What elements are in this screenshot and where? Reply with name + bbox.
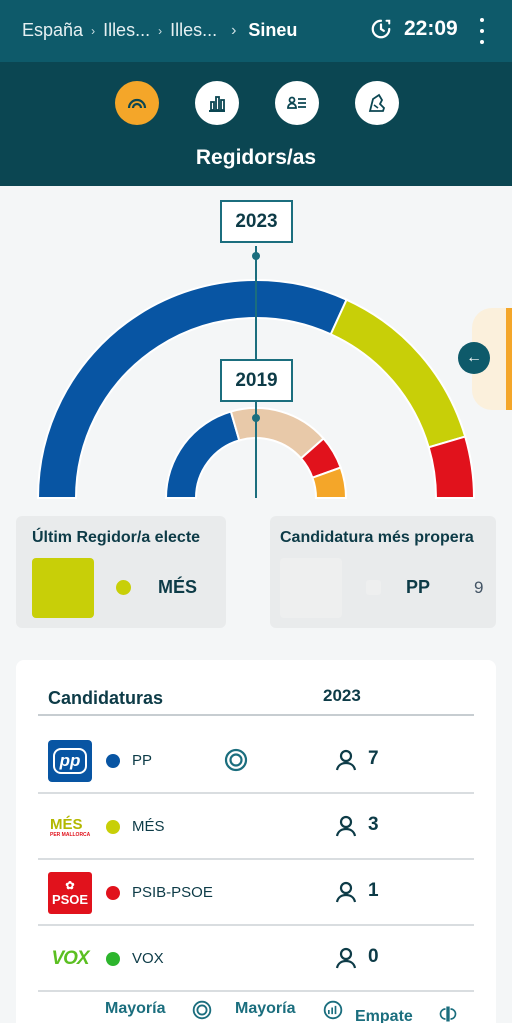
closest-candidacy-logo: [280, 558, 342, 618]
person-icon: [335, 749, 357, 771]
last-elected-title: Últim Regidor/a electe: [32, 529, 201, 546]
closest-candidacy-votes: 9: [474, 578, 484, 597]
person-icon: [335, 815, 357, 837]
psoe-logo-text: PSOE: [51, 892, 89, 907]
center-line-marker: [252, 414, 260, 422]
last-elected-card: Últim Regidor/a electe MÉS: [16, 516, 226, 628]
tie-icon: [439, 1006, 457, 1022]
bar-chart-view-button[interactable]: [195, 81, 239, 125]
candidate-list-icon: [287, 96, 306, 109]
party-name: MÉS: [132, 818, 165, 835]
pp-logo: pp: [48, 740, 92, 782]
refresh-clock-icon: [371, 19, 391, 39]
candidacies-table: Candidaturas 2023 pp PP 7 MÉS PER MALLOR…: [16, 660, 496, 1023]
hemicycle-svg: [36, 246, 476, 499]
more-menu-icon[interactable]: [476, 18, 488, 44]
party-color-dot: [366, 580, 381, 595]
open-drawer-button[interactable]: ←: [458, 342, 490, 374]
year-badge-2023[interactable]: 2023: [220, 200, 293, 243]
majority-icon: [224, 748, 248, 772]
breadcrumb-item-municipality: Sineu: [248, 20, 298, 40]
closest-candidacy-party: PP: [406, 577, 431, 597]
last-update[interactable]: 22:09: [370, 17, 458, 41]
last-elected-party: MÉS: [158, 577, 198, 597]
center-line-marker: [252, 252, 260, 260]
table-row[interactable]: pp PP 7: [38, 728, 474, 794]
last-elected-logo: [32, 558, 94, 618]
seats-count: 7: [368, 748, 379, 769]
vox-logo: VOX: [48, 938, 92, 980]
hemicycle-segment-2019-0[interactable]: [164, 410, 241, 499]
mes-logo-subtext: PER MALLORCA: [50, 831, 91, 838]
update-time: 22:09: [404, 17, 458, 40]
breadcrumb-item-region[interactable]: Illes...: [103, 20, 151, 40]
person-icon: [335, 947, 357, 969]
map-icon: [368, 93, 386, 112]
hemicycle-icon: [127, 98, 147, 109]
party-name: PP: [132, 752, 153, 769]
breadcrumb-separator: ›: [91, 23, 96, 38]
year-badge-2019[interactable]: 2019: [220, 359, 293, 402]
mes-logo: MÉS PER MALLORCA: [48, 806, 92, 848]
mes-logo-text: MÉS: [50, 815, 83, 833]
breadcrumb-separator: ›: [231, 21, 237, 39]
closest-candidacy-card: Candidatura més propera PP 9: [270, 516, 496, 628]
table-header-label: Candidaturas: [48, 688, 164, 708]
hemicycle-segment-2023-1[interactable]: [329, 298, 467, 449]
breadcrumb-separator: ›: [158, 23, 163, 38]
psoe-logo: ✿ PSOE: [48, 872, 92, 914]
table-row[interactable]: MÉS PER MALLORCA MÉS 3: [38, 794, 474, 860]
candidates-view-button[interactable]: [275, 81, 319, 125]
view-switcher: [0, 81, 512, 125]
legend-majority-label: Mayoría: [105, 1000, 166, 1017]
majority-icon: [192, 1000, 212, 1020]
seats-count: 1: [368, 880, 379, 901]
party-color-dot: [106, 820, 120, 834]
table-header-year[interactable]: 2023: [323, 686, 361, 705]
top-bar: España › Illes... › Illes... › Sineu 22:…: [0, 0, 512, 62]
seats-count: 3: [368, 814, 379, 835]
table-row[interactable]: ✿ PSOE PSIB-PSOE 1: [38, 860, 474, 926]
page-title: Regidors/as: [195, 146, 317, 169]
hemicycle-segment-2023-2[interactable]: [427, 435, 476, 499]
legend-tie-label: Empate: [355, 1008, 413, 1023]
closest-candidacy-title: Candidatura més propera: [280, 529, 474, 546]
bar-chart-icon: [209, 96, 225, 112]
divider: [38, 714, 474, 716]
absolute-majority-icon: [323, 1000, 343, 1020]
map-view-button[interactable]: [355, 81, 399, 125]
table-row[interactable]: VOX VOX 0: [38, 926, 474, 992]
breadcrumb: España › Illes... › Illes... › Sineu: [22, 20, 297, 41]
breadcrumb-item-country[interactable]: España: [22, 20, 84, 40]
person-icon: [335, 881, 357, 903]
party-color-dot: [106, 754, 120, 768]
party-name: VOX: [132, 950, 164, 967]
breadcrumb-item-province[interactable]: Illes...: [170, 20, 218, 40]
seats-count: 0: [368, 946, 379, 967]
section-header: Regidors/as: [0, 62, 512, 186]
hemicycle-segment-2019-3[interactable]: [311, 466, 348, 499]
hemicycle-view-button[interactable]: [115, 81, 159, 125]
arrow-left-icon: ←: [466, 349, 482, 366]
party-color-dot: [116, 580, 131, 595]
pp-logo-text: pp: [52, 748, 88, 774]
party-color-dot: [106, 952, 120, 966]
rose-icon: ✿: [65, 880, 75, 892]
party-color-dot: [106, 886, 120, 900]
legend-majority-label-2: Mayoría: [235, 1000, 296, 1017]
legend: Mayoría Mayoría Empate: [0, 998, 512, 1023]
hemicycle-chart: 2023 2019: [0, 186, 512, 506]
party-name: PSIB-PSOE: [132, 884, 213, 901]
